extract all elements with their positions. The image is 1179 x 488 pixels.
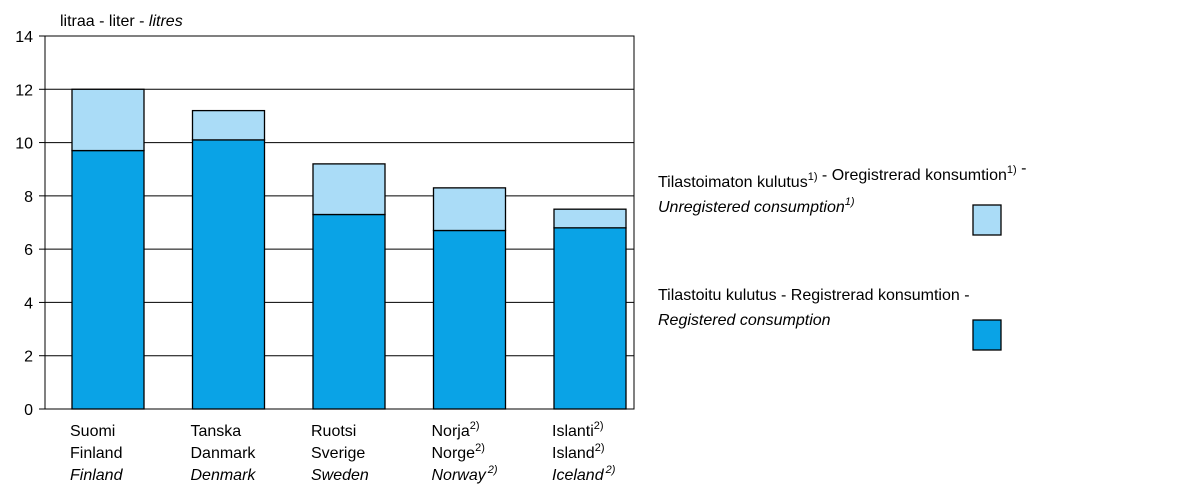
x-tick-label-text: Norge [432, 445, 476, 462]
legend-text: Unregistered consumption [658, 199, 845, 216]
bar-segment [312, 163, 386, 216]
bar-segment [191, 139, 266, 410]
legend-swatch [972, 319, 1002, 351]
legend-label: Registered consumption [658, 312, 831, 329]
x-tick-label: Finland [70, 445, 122, 462]
y-axis-label-part: litres [149, 13, 183, 30]
x-tick-label: Norja2) [432, 420, 480, 440]
x-tick-label: Norway 2) [432, 464, 498, 484]
y-tick-label: 6 [24, 242, 33, 259]
x-tick-label: Denmark [191, 467, 257, 484]
x-tick-label-text: Denmark [191, 467, 257, 484]
bar-segment [71, 88, 145, 152]
y-tick-label: 8 [24, 189, 33, 206]
x-tick-label-text: Finland [70, 445, 122, 462]
x-tick-label: Ruotsi [311, 423, 356, 440]
x-tick-label-text: Tanska [191, 423, 242, 440]
x-tick-label: Islanti2) [552, 420, 604, 440]
y-tick-label: 10 [15, 136, 33, 153]
x-tick-label: Suomi [70, 423, 115, 440]
x-tick-label-text: Norja [432, 423, 470, 440]
footnote-mark: 2) [487, 464, 498, 476]
x-tick-label: Island2) [552, 442, 604, 462]
bar-segment [71, 149, 145, 410]
x-tick-label-text: Finland [70, 467, 124, 484]
footnote-mark: 2) [605, 464, 616, 476]
bar-segment [191, 109, 266, 141]
x-tick-label: Norge2) [432, 442, 485, 462]
x-tick-label: Sverige [311, 445, 365, 462]
legend-label: Tilastoitu kulutus - Registrerad konsumt… [658, 287, 970, 304]
footnote-mark: 1) [1007, 164, 1017, 176]
x-tick-label: Tanska [191, 423, 242, 440]
bar-segment [553, 227, 627, 410]
bar-segment [432, 229, 507, 410]
x-tick-label: Sweden [311, 467, 369, 484]
legend-label: Tilastoimaton kulutus1) - Oregistrerad k… [658, 160, 1026, 191]
x-tick-label-text: Ruotsi [311, 423, 356, 440]
y-tick-label: 4 [24, 295, 33, 312]
y-axis-label: litraa - liter - litres [60, 13, 183, 30]
x-tick-label-text: Islanti [552, 423, 594, 440]
x-tick-label: Finland [70, 467, 124, 484]
x-tick-label-text: Danmark [191, 445, 257, 462]
x-tick-label-text: Sverige [311, 445, 365, 462]
y-axis-label-part: litraa - liter - [60, 13, 149, 30]
footnote-mark: 2) [595, 442, 605, 454]
legend-label: Unregistered consumption1) [658, 196, 855, 216]
x-tick-label-text: Iceland [552, 467, 605, 484]
legend-text: - Oregistrerad konsumtion [817, 167, 1006, 184]
footnote-mark: 1) [808, 171, 818, 183]
bar-segment [312, 213, 386, 410]
legend-text: Tilastoimaton kulutus [658, 174, 808, 191]
legend-text: Registered consumption [658, 312, 831, 329]
bar-segment [553, 208, 627, 229]
y-tick-label: 2 [24, 349, 33, 366]
legend-swatch [972, 204, 1002, 236]
footnote-mark: 2) [470, 420, 480, 432]
x-tick-label: Iceland 2) [552, 464, 616, 484]
y-tick-label: 14 [15, 29, 33, 46]
y-tick-label: 12 [15, 82, 33, 99]
legend-text: - [1017, 160, 1027, 177]
footnote-mark: 2) [475, 442, 485, 454]
bar-segment [432, 187, 507, 232]
x-tick-label-text: Island [552, 445, 595, 462]
x-tick-label-text: Sweden [311, 467, 369, 484]
y-tick-label: 0 [24, 402, 33, 419]
x-tick-label-text: Suomi [70, 423, 115, 440]
legend-text: Tilastoitu kulutus - Registrerad konsumt… [658, 287, 970, 304]
footnote-mark: 2) [594, 420, 604, 432]
x-tick-label-text: Norway [432, 467, 487, 484]
footnote-mark: 1) [845, 196, 855, 208]
x-tick-label: Danmark [191, 445, 257, 462]
